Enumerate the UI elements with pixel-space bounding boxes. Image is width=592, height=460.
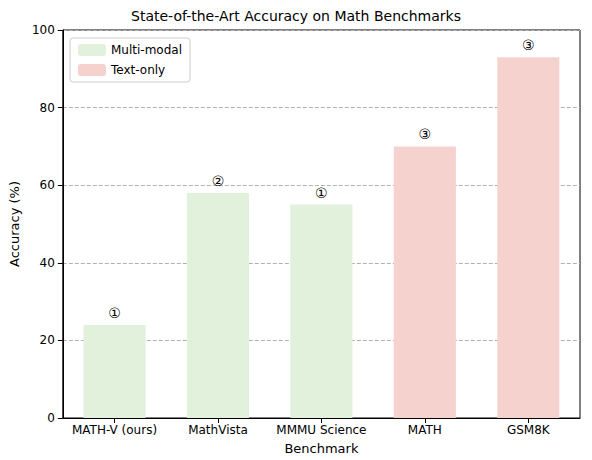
svg-text:0: 0 [47,411,55,425]
svg-text:Multi-modal: Multi-modal [111,43,182,57]
svg-text:40: 40 [40,256,55,270]
svg-text:③: ③ [419,126,432,142]
svg-text:Accuracy (%): Accuracy (%) [7,181,22,267]
svg-text:Benchmark: Benchmark [284,441,359,456]
svg-text:MATH-V (ours): MATH-V (ours) [72,423,157,437]
svg-text:Text-only: Text-only [110,63,165,77]
svg-text:①: ① [315,185,328,201]
svg-text:MATH: MATH [408,423,442,437]
svg-text:②: ② [212,173,225,189]
svg-text:GSM8K: GSM8K [507,423,551,437]
svg-text:60: 60 [40,178,55,192]
svg-text:③: ③ [522,37,535,53]
svg-text:MathVista: MathVista [188,423,248,437]
svg-text:80: 80 [40,101,55,115]
svg-text:MMMU Science: MMMU Science [276,423,366,437]
svg-text:100: 100 [32,23,55,37]
svg-text:State-of-the-Art Accuracy on M: State-of-the-Art Accuracy on Math Benchm… [131,8,461,24]
svg-text:①: ① [108,305,121,321]
svg-text:20: 20 [40,333,55,347]
